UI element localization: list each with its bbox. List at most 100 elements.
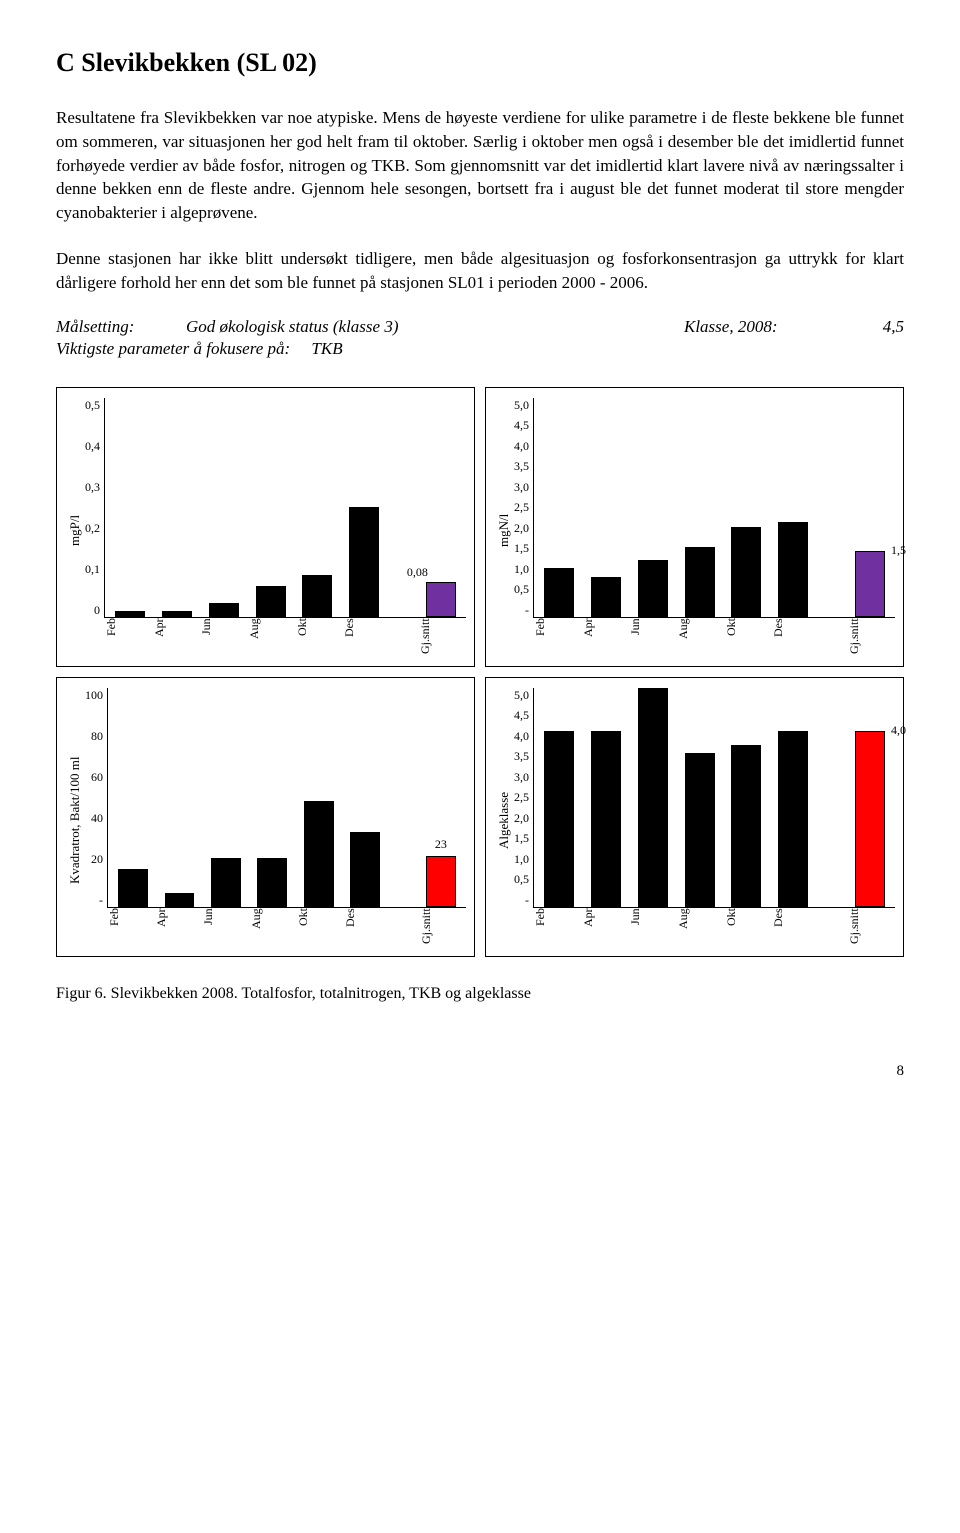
bar bbox=[778, 731, 808, 906]
chart-phosphor: mgP/l0,50,40,30,20,100,08FebAprJunAugOkt… bbox=[56, 387, 475, 667]
charts-grid: mgP/l0,50,40,30,20,100,08FebAprJunAugOkt… bbox=[56, 387, 904, 957]
x-tick-avg: Gj.snitt bbox=[847, 618, 895, 662]
x-tick: Aug bbox=[249, 908, 296, 952]
y-tick: 0 bbox=[85, 603, 100, 618]
bar bbox=[591, 577, 621, 616]
y-tick: 0,2 bbox=[85, 521, 100, 536]
y-tick: - bbox=[85, 893, 103, 908]
bar bbox=[591, 731, 621, 906]
param-value: TKB bbox=[311, 339, 342, 358]
bar bbox=[162, 611, 192, 617]
y-tick: 20 bbox=[85, 852, 103, 867]
y-tick: 0,1 bbox=[85, 562, 100, 577]
x-tick-avg: Gj.snitt bbox=[847, 908, 895, 952]
x-tick: Des bbox=[343, 908, 390, 952]
y-tick: 100 bbox=[85, 688, 103, 703]
klasse-value: 4,5 bbox=[844, 317, 904, 337]
x-tick: Okt bbox=[295, 618, 343, 662]
x-tick: Feb bbox=[104, 618, 152, 662]
bar bbox=[302, 575, 332, 617]
x-tick: Okt bbox=[296, 908, 343, 952]
bar bbox=[778, 522, 808, 616]
x-tick: Aug bbox=[247, 618, 295, 662]
y-tick: 80 bbox=[85, 729, 103, 744]
y-tick: 5,0 bbox=[514, 398, 529, 413]
bar bbox=[544, 731, 574, 906]
page-title: C Slevikbekken (SL 02) bbox=[56, 48, 904, 78]
y-axis-label: mgP/l bbox=[65, 398, 85, 662]
x-tick: Des bbox=[771, 908, 819, 952]
bar bbox=[350, 832, 380, 906]
avg-bar bbox=[855, 731, 885, 906]
bar bbox=[685, 547, 715, 617]
chart-tkb: Kvadratrot, Bakt/100 ml100 80 60 40 20 - 23 Feb… bbox=[56, 677, 475, 957]
y-tick: 40 bbox=[85, 811, 103, 826]
y-tick: 1,0 bbox=[514, 562, 529, 577]
chart-nitrogen: mgN/l5,04,54,03,53,02,52,01,51,00,5-1,5F… bbox=[485, 387, 904, 667]
page-number: 8 bbox=[56, 1063, 904, 1080]
y-tick: 5,0 bbox=[514, 688, 529, 703]
y-tick: 2,5 bbox=[514, 500, 529, 515]
avg-label: 0,08 bbox=[407, 565, 428, 580]
bar bbox=[209, 603, 239, 616]
y-tick: 4,5 bbox=[514, 708, 529, 723]
y-tick: 0,5 bbox=[514, 582, 529, 597]
y-tick: 3,5 bbox=[514, 749, 529, 764]
x-tick: Jun bbox=[201, 908, 248, 952]
goal-row: Målsetting: God økologisk status (klasse… bbox=[56, 317, 904, 337]
x-tick: Apr bbox=[154, 908, 201, 952]
goal-label: Målsetting: bbox=[56, 317, 186, 337]
x-tick: Aug bbox=[676, 908, 724, 952]
y-axis-label: Kvadratrot, Bakt/100 ml bbox=[65, 688, 85, 952]
x-tick: Jun bbox=[199, 618, 247, 662]
y-tick: - bbox=[514, 603, 529, 618]
bar bbox=[638, 560, 668, 617]
x-tick: Des bbox=[342, 618, 390, 662]
y-tick: 4,5 bbox=[514, 418, 529, 433]
y-tick: 3,5 bbox=[514, 459, 529, 474]
bar bbox=[731, 745, 761, 907]
y-tick: 4,0 bbox=[514, 439, 529, 454]
bar bbox=[731, 527, 761, 617]
avg-bar bbox=[426, 582, 456, 617]
figure-caption: Figur 6. Slevikbekken 2008. Totalfosfor,… bbox=[56, 985, 904, 1003]
y-tick: 1,0 bbox=[514, 852, 529, 867]
y-tick: 1,5 bbox=[514, 831, 529, 846]
y-tick: 3,0 bbox=[514, 770, 529, 785]
bar bbox=[638, 688, 668, 907]
x-tick: Des bbox=[771, 618, 819, 662]
bar bbox=[115, 611, 145, 617]
x-tick: Apr bbox=[152, 618, 200, 662]
x-tick: Aug bbox=[676, 618, 724, 662]
bar bbox=[349, 507, 379, 617]
avg-label: 4,0 bbox=[891, 723, 906, 738]
bar bbox=[304, 801, 334, 906]
paragraph-1: Resultatene fra Slevikbekken var noe aty… bbox=[56, 106, 904, 225]
x-tick-avg: Gj.snitt bbox=[419, 908, 466, 952]
y-tick: 0,3 bbox=[85, 480, 100, 495]
x-tick: Feb bbox=[533, 908, 581, 952]
x-tick-avg: Gj.snitt bbox=[418, 618, 466, 662]
bar bbox=[118, 869, 148, 906]
avg-bar bbox=[855, 551, 885, 617]
x-tick: Feb bbox=[533, 618, 581, 662]
bar bbox=[211, 858, 241, 906]
y-tick: 2,0 bbox=[514, 811, 529, 826]
param-label: Viktigste parameter å fokusere på: bbox=[56, 339, 290, 358]
y-axis-label: mgN/l bbox=[494, 398, 514, 662]
x-tick: Okt bbox=[724, 618, 772, 662]
avg-bar bbox=[426, 856, 456, 906]
avg-label: 1,5 bbox=[891, 543, 906, 558]
bar bbox=[257, 858, 287, 906]
avg-label: 23 bbox=[435, 837, 447, 852]
y-tick: 4,0 bbox=[514, 729, 529, 744]
y-tick: - bbox=[514, 893, 529, 908]
y-tick: 60 bbox=[85, 770, 103, 785]
y-tick: 3,0 bbox=[514, 480, 529, 495]
paragraph-2: Denne stasjonen har ikke blitt undersøkt… bbox=[56, 247, 904, 295]
y-tick: 1,5 bbox=[514, 541, 529, 556]
y-tick: 0,5 bbox=[85, 398, 100, 413]
x-tick: Feb bbox=[107, 908, 154, 952]
goal-value: God økologisk status (klasse 3) bbox=[186, 317, 684, 337]
klasse-label: Klasse, 2008: bbox=[684, 317, 844, 337]
